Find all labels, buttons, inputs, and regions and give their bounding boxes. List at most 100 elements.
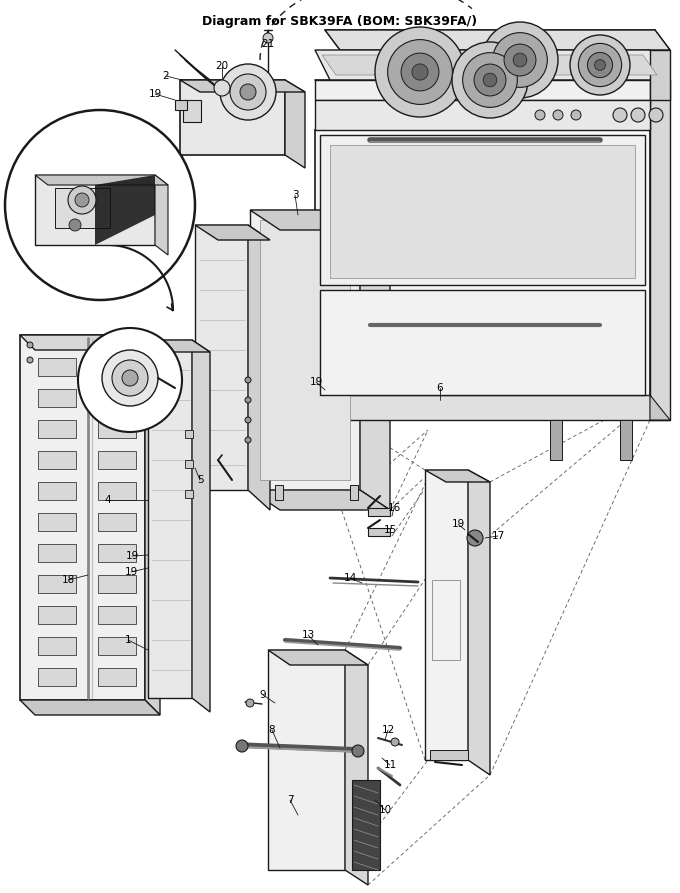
Bar — [38, 358, 76, 376]
Text: 2: 2 — [163, 71, 169, 81]
Circle shape — [579, 44, 622, 87]
Circle shape — [482, 22, 558, 98]
Circle shape — [220, 64, 276, 120]
Polygon shape — [320, 135, 645, 285]
Circle shape — [467, 530, 483, 546]
Polygon shape — [148, 340, 192, 698]
Bar — [38, 420, 76, 438]
Text: 5: 5 — [197, 475, 203, 485]
Bar — [98, 606, 136, 624]
Circle shape — [570, 35, 630, 95]
Bar — [38, 575, 76, 593]
Polygon shape — [20, 335, 145, 700]
Circle shape — [245, 437, 251, 443]
Circle shape — [122, 370, 138, 386]
Polygon shape — [330, 145, 635, 278]
Bar — [98, 451, 136, 469]
Polygon shape — [425, 470, 468, 760]
Circle shape — [245, 377, 251, 383]
Polygon shape — [650, 395, 670, 420]
Polygon shape — [192, 340, 210, 712]
Bar — [98, 575, 136, 593]
Text: 13: 13 — [301, 630, 315, 640]
Polygon shape — [468, 470, 490, 775]
Circle shape — [571, 110, 581, 120]
Bar — [275, 485, 283, 500]
Text: 15: 15 — [384, 525, 396, 535]
Polygon shape — [320, 290, 645, 395]
Text: 19: 19 — [125, 551, 139, 561]
Polygon shape — [260, 220, 350, 480]
Circle shape — [594, 60, 605, 71]
Bar — [432, 580, 460, 660]
Bar — [98, 544, 136, 562]
Text: 14: 14 — [343, 573, 356, 583]
Bar — [98, 637, 136, 655]
Polygon shape — [250, 210, 360, 490]
Circle shape — [214, 80, 230, 96]
Bar — [55, 188, 110, 228]
Bar — [38, 389, 76, 407]
Circle shape — [412, 64, 428, 80]
Bar — [550, 420, 562, 460]
Bar — [98, 358, 136, 376]
Polygon shape — [95, 175, 155, 245]
Circle shape — [112, 360, 148, 396]
Text: 7: 7 — [287, 795, 293, 805]
Circle shape — [483, 73, 497, 87]
Polygon shape — [325, 30, 670, 50]
Polygon shape — [352, 780, 380, 870]
Circle shape — [631, 108, 645, 122]
Polygon shape — [180, 80, 285, 155]
Text: 6: 6 — [437, 383, 443, 393]
Text: 18: 18 — [61, 575, 75, 585]
Bar — [38, 482, 76, 500]
Circle shape — [401, 53, 439, 91]
Polygon shape — [322, 55, 657, 75]
Circle shape — [245, 417, 251, 423]
Polygon shape — [180, 80, 305, 92]
Circle shape — [75, 193, 89, 207]
Text: 20: 20 — [216, 61, 228, 71]
Polygon shape — [268, 650, 345, 870]
Polygon shape — [20, 335, 160, 350]
Circle shape — [69, 219, 81, 231]
Bar — [38, 637, 76, 655]
Text: 19: 19 — [148, 89, 162, 99]
Text: 21: 21 — [261, 39, 275, 49]
Circle shape — [474, 64, 506, 96]
Polygon shape — [315, 395, 650, 420]
Text: 11: 11 — [384, 760, 396, 770]
Bar — [185, 430, 193, 438]
Polygon shape — [195, 225, 270, 240]
Circle shape — [452, 42, 528, 118]
Bar — [98, 668, 136, 686]
Polygon shape — [268, 650, 368, 665]
Polygon shape — [20, 700, 160, 715]
Circle shape — [553, 110, 563, 120]
Polygon shape — [345, 650, 368, 885]
Polygon shape — [145, 335, 160, 715]
Text: 19: 19 — [124, 567, 137, 577]
Circle shape — [391, 738, 399, 746]
Text: 3: 3 — [292, 190, 299, 200]
Polygon shape — [250, 210, 390, 230]
Bar — [38, 544, 76, 562]
Circle shape — [388, 39, 452, 104]
Bar — [330, 420, 342, 460]
Text: 10: 10 — [379, 805, 392, 815]
Circle shape — [240, 84, 256, 100]
Text: 1: 1 — [124, 635, 131, 645]
Text: 12: 12 — [381, 725, 394, 735]
Circle shape — [246, 699, 254, 707]
Bar — [38, 451, 76, 469]
Text: 9: 9 — [260, 690, 267, 700]
Circle shape — [588, 53, 613, 78]
Polygon shape — [250, 490, 390, 510]
Circle shape — [649, 108, 663, 122]
Circle shape — [245, 397, 251, 403]
Text: 8: 8 — [269, 725, 275, 735]
Circle shape — [236, 740, 248, 752]
Circle shape — [535, 110, 545, 120]
Circle shape — [263, 33, 273, 43]
